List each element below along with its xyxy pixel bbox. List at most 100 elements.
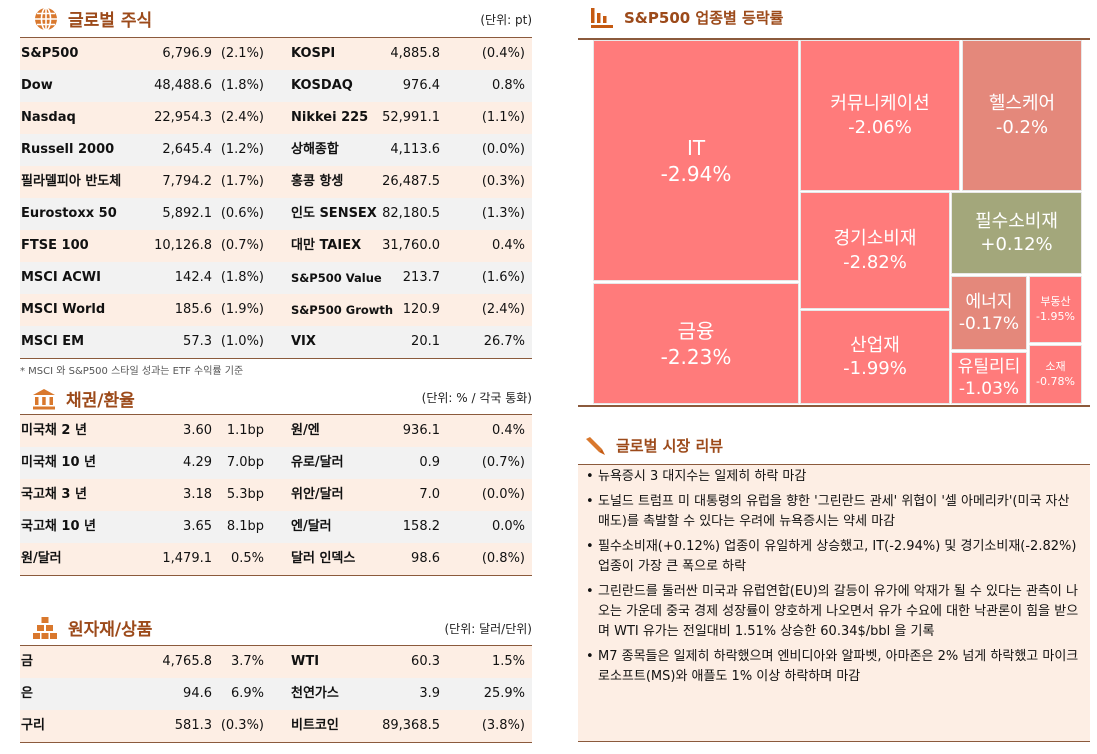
name-cell: 달러 인덱스	[291, 551, 356, 566]
name-cell: 비트코인	[291, 718, 339, 733]
change-cell: (2.1%)	[220, 46, 264, 61]
change-cell: (0.3%)	[220, 718, 264, 733]
value-cell: 3.18	[183, 487, 212, 502]
value-cell: 120.9	[402, 302, 440, 317]
name-cell: S&P500 Value	[291, 271, 382, 285]
sector-cell: 금융 -2.23%	[593, 283, 799, 404]
change-cell: (2.4%)	[481, 302, 525, 317]
commodities-title: 원자재/상품	[32, 615, 152, 640]
value-cell: 26,487.5	[382, 174, 440, 189]
sector-change: -1.99%	[843, 358, 907, 379]
review-item: M7 종목들은 일제히 하락했으며 엔비디아와 알파벳, 아마존은 2% 넘게 …	[586, 647, 1082, 687]
value-cell: 10,126.8	[154, 238, 212, 253]
sector-change: -2.94%	[660, 161, 732, 186]
name-cell: 위안/달러	[291, 487, 344, 502]
review-title: 글로벌 시장 리뷰	[584, 435, 723, 456]
change-cell: 26.7%	[483, 334, 525, 349]
section-title: S&P500 업종별 등락률	[624, 9, 784, 27]
name-cell: VIX	[291, 334, 316, 349]
name-cell: Dow	[21, 78, 53, 93]
review-item: 뉴욕증시 3 대지수는 일제히 하락 마감	[586, 467, 1082, 487]
change-cell: (1.8%)	[220, 78, 264, 93]
change-cell: 1.1bp	[226, 423, 264, 438]
sector-name: 금융	[677, 318, 715, 343]
sector-name: 헬스케어	[988, 93, 1056, 115]
sector-cell: 부동산 -1.95%	[1029, 276, 1082, 343]
commodities-unit: (단위: 달러/단위)	[444, 622, 532, 636]
value-cell: 57.3	[183, 334, 212, 349]
value-cell: 20.1	[411, 334, 440, 349]
name-cell: 엔/달러	[291, 519, 332, 534]
table-row: MSCI ACWI 142.4 (1.8%) S&P500 Value 213.7 (1.…	[20, 262, 532, 294]
name-cell: Nikkei 225	[291, 110, 369, 125]
equities-title: 글로벌 주식	[34, 6, 152, 31]
review-list: 뉴욕증시 3 대지수는 일제히 하락 마감도널드 트럼프 미 대통령의 유럽을 …	[578, 464, 1090, 742]
sector-name: 필수소비재	[975, 210, 1058, 232]
sector-name: 유틸리티	[957, 356, 1021, 377]
change-cell: (1.3%)	[481, 206, 525, 221]
name-cell: 원/달러	[21, 551, 62, 566]
value-cell: 1,479.1	[162, 551, 212, 566]
table-row: 구리 581.3 (0.3%) 비트코인 89,368.5 (3.8%)	[20, 710, 532, 742]
change-cell: 3.7%	[230, 654, 264, 669]
value-cell: 82,180.5	[382, 206, 440, 221]
value-cell: 22,954.3	[154, 110, 212, 125]
table-row: 국고채 10 년 3.65 8.1bp 엔/달러 158.2 0.0%	[20, 511, 532, 543]
value-cell: 94.6	[183, 686, 212, 701]
name-cell: Nasdaq	[21, 110, 76, 125]
section-title: 원자재/상품	[68, 620, 153, 640]
value-cell: 158.2	[402, 519, 440, 534]
bank-icon	[33, 388, 55, 409]
change-cell: (1.6%)	[481, 270, 525, 285]
change-cell: (3.8%)	[481, 718, 525, 733]
section-title: 채권/환율	[66, 391, 135, 411]
sector-cell: 헬스케어 -0.2%	[962, 40, 1082, 191]
review-item: 도널드 트럼프 미 대통령의 유럽을 향한 '그린란드 관세' 위협이 '셀 아…	[586, 492, 1082, 532]
change-cell: (0.7%)	[220, 238, 264, 253]
change-cell: 0.4%	[491, 423, 525, 438]
sector-cell: 산업재 -1.99%	[800, 310, 950, 404]
value-cell: 185.6	[174, 302, 212, 317]
name-cell: 유로/달러	[291, 455, 344, 470]
table-row: 은 94.6 6.9% 천연가스 3.9 25.9%	[20, 678, 532, 710]
name-cell: MSCI World	[21, 302, 106, 317]
sector-name: IT	[686, 135, 706, 160]
change-cell: (1.0%)	[220, 334, 264, 349]
sector-change: -2.06%	[848, 116, 912, 138]
value-cell: 213.7	[402, 270, 440, 285]
value-cell: 2,645.4	[162, 142, 212, 157]
value-cell: 7,794.2	[162, 174, 212, 189]
name-cell: KOSDAQ	[291, 78, 353, 93]
value-cell: 3.9	[419, 686, 440, 701]
table-row: Nasdaq 22,954.3 (2.4%) Nikkei 225 52,991.1 (1…	[20, 102, 532, 134]
section-title: 글로벌 주식	[68, 11, 153, 31]
sector-cell: IT -2.94%	[593, 40, 799, 281]
value-cell: 98.6	[411, 551, 440, 566]
change-cell: 7.0bp	[226, 455, 264, 470]
table-row: MSCI World 185.6 (1.9%) S&P500 Growth 120.9 (…	[20, 294, 532, 326]
change-cell: 0.8%	[491, 78, 525, 93]
divider	[578, 38, 1090, 40]
table-row: 미국채 2 년 3.60 1.1bp 원/엔 936.1 0.4%	[20, 415, 532, 447]
sector-cell: 에너지 -0.17%	[951, 276, 1027, 350]
value-cell: 60.3	[411, 654, 440, 669]
equities-table: S&P500 6,796.9 (2.1%) KOSPI 4,885.8 (0.4%) Dow…	[20, 37, 532, 359]
gold-bars-icon	[33, 616, 57, 639]
sector-change: -0.78%	[1036, 374, 1075, 388]
commodities-table: 금 4,765.8 3.7% WTI 60.3 1.5% 은 94.6 6.9% 천연가스 3.9 2…	[20, 645, 532, 743]
value-cell: 581.3	[174, 718, 212, 733]
change-cell: 25.9%	[483, 686, 525, 701]
name-cell: 국고채 3 년	[21, 487, 87, 502]
sector-cell: 커뮤니케이션 -2.06%	[800, 40, 960, 191]
change-cell: (1.7%)	[220, 174, 264, 189]
value-cell: 142.4	[174, 270, 212, 285]
globe-icon	[35, 6, 57, 31]
change-cell: 5.3bp	[226, 487, 264, 502]
change-cell: (2.4%)	[220, 110, 264, 125]
sector-cell: 경기소비재 -2.82%	[800, 192, 950, 309]
value-cell: 89,368.5	[382, 718, 440, 733]
change-cell: 6.9%	[230, 686, 264, 701]
value-cell: 3.65	[183, 519, 212, 534]
change-cell: 0.0%	[491, 519, 525, 534]
value-cell: 936.1	[402, 423, 440, 438]
